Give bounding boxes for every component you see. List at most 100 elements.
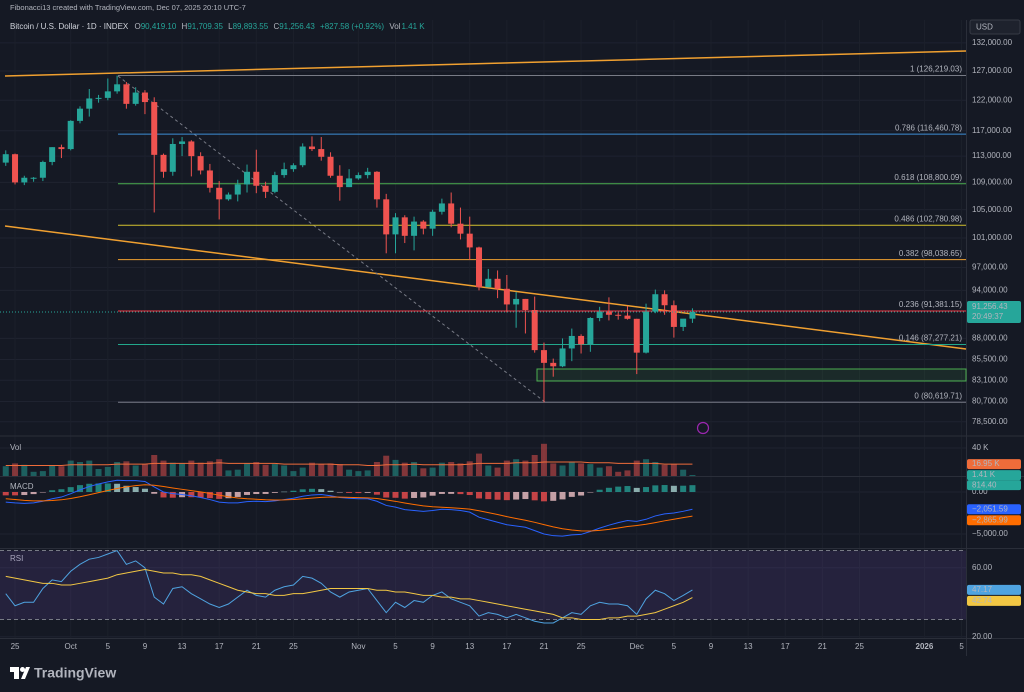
volume-bar — [578, 463, 585, 476]
volume-bar — [197, 462, 204, 476]
candle-body — [392, 217, 399, 235]
candle-body — [494, 278, 501, 289]
y-tick-label: 60.00 — [972, 563, 993, 572]
macd-histogram-bar — [132, 487, 139, 493]
volume-bar — [281, 465, 288, 476]
macd-histogram-bar — [95, 483, 102, 493]
macd-histogram-bar — [346, 492, 353, 493]
candle-body — [2, 154, 9, 163]
candle-body — [587, 318, 594, 345]
rsi-line — [5, 549, 693, 624]
candle-body — [336, 175, 343, 188]
volume-bar — [67, 460, 74, 476]
macd-histogram-bar — [587, 492, 594, 493]
fib-label: 0.618 (108,800.09) — [894, 173, 962, 182]
macd-histogram-bar — [271, 492, 278, 493]
price-tag-label: 91,256.43 — [972, 302, 1008, 311]
macd-histogram-bar — [30, 492, 37, 495]
countdown: 20:49:37 — [972, 312, 1004, 321]
trend-line — [4, 225, 967, 350]
volume-bar — [587, 464, 594, 476]
value-tag-label: 16.95 K — [972, 459, 1000, 468]
y-tick-label: 94,000.00 — [972, 285, 1008, 294]
symbol: Bitcoin / U.S. Dollar · 1D · INDEX — [10, 22, 129, 31]
candle-body — [513, 298, 520, 305]
macd-histogram-bar — [151, 492, 158, 494]
macd-histogram-bar — [540, 492, 547, 502]
macd-histogram-bar — [123, 485, 130, 493]
candle-body — [12, 154, 19, 183]
logo-part — [20, 667, 25, 672]
macd-line — [5, 484, 693, 532]
candle-body — [448, 203, 455, 224]
candle-body — [355, 175, 362, 179]
y-tick-label: 85,500.00 — [972, 355, 1008, 364]
macd-histogram-bar — [513, 492, 520, 500]
candle-body — [262, 185, 269, 192]
candle-body — [429, 211, 436, 229]
x-tick-label: 13 — [178, 642, 187, 651]
x-tick-label: 13 — [465, 642, 474, 651]
candle-body — [346, 178, 353, 188]
macd-histogram-bar — [550, 492, 557, 501]
macd-histogram-bar — [141, 488, 148, 493]
macd-histogram-bar — [559, 492, 566, 500]
macd-histogram-bar — [643, 487, 650, 493]
volume-bar — [596, 467, 603, 476]
y-tick-label: 97,000.00 — [972, 263, 1008, 272]
candle-body — [438, 203, 445, 212]
volume-bar — [346, 469, 353, 476]
candle-body — [308, 146, 315, 150]
candle-body — [206, 170, 213, 188]
x-tick-label: 5 — [106, 642, 111, 651]
price-tag — [967, 584, 1021, 595]
currency[interactable]: USD — [976, 23, 993, 32]
candle-body — [225, 194, 232, 200]
x-tick-label: Nov — [351, 642, 365, 651]
x-tick-label: 9 — [430, 642, 435, 651]
y-tick-label: 105,000.00 — [972, 205, 1013, 214]
candle-body — [503, 288, 510, 305]
vol-key: Vol — [389, 22, 400, 31]
volume-bar — [392, 459, 399, 476]
price-tag — [967, 459, 1021, 470]
candle-body — [689, 311, 696, 319]
candle-body — [559, 348, 566, 367]
volume-bar — [160, 460, 167, 476]
x-tick-label: Oct — [64, 642, 77, 651]
volume-bar — [318, 464, 325, 476]
fib-label: 1 (126,219.03) — [910, 65, 962, 74]
macd-histogram-bar — [578, 492, 585, 496]
macd-histogram-bar — [596, 489, 603, 493]
macd-histogram-bar — [225, 492, 232, 499]
macd-histogram-bar — [531, 492, 538, 501]
candle-body — [401, 217, 408, 236]
macd-histogram-bar — [234, 492, 241, 497]
currency-box[interactable] — [969, 19, 1021, 35]
macd-histogram-bar — [624, 486, 631, 493]
candle-body — [643, 311, 650, 353]
macd-histogram-bar — [12, 492, 19, 496]
candle-body — [420, 221, 427, 229]
x-tick-label: 21 — [818, 642, 827, 651]
candle-body — [169, 143, 176, 172]
price-tag — [967, 470, 1021, 481]
fib-label: 0 (80,619.71) — [914, 391, 962, 400]
macd-histogram-bar — [401, 492, 408, 499]
logo-icon — [10, 667, 30, 679]
candle-body — [652, 294, 659, 312]
candle-body — [373, 171, 380, 200]
candle-body — [383, 199, 390, 235]
volume-bar — [271, 464, 278, 476]
volume-bar — [550, 463, 557, 476]
volume-bar — [141, 464, 148, 476]
event-icon[interactable] — [696, 421, 710, 435]
macd-histogram-bar — [670, 485, 677, 493]
candle-body — [21, 177, 28, 183]
macd-histogram-bar — [21, 492, 28, 496]
y-tick-label: 80,700.00 — [972, 397, 1008, 406]
volume-bar — [411, 462, 418, 476]
macd-histogram-bar — [522, 492, 529, 500]
macd-histogram-bar — [318, 489, 325, 493]
